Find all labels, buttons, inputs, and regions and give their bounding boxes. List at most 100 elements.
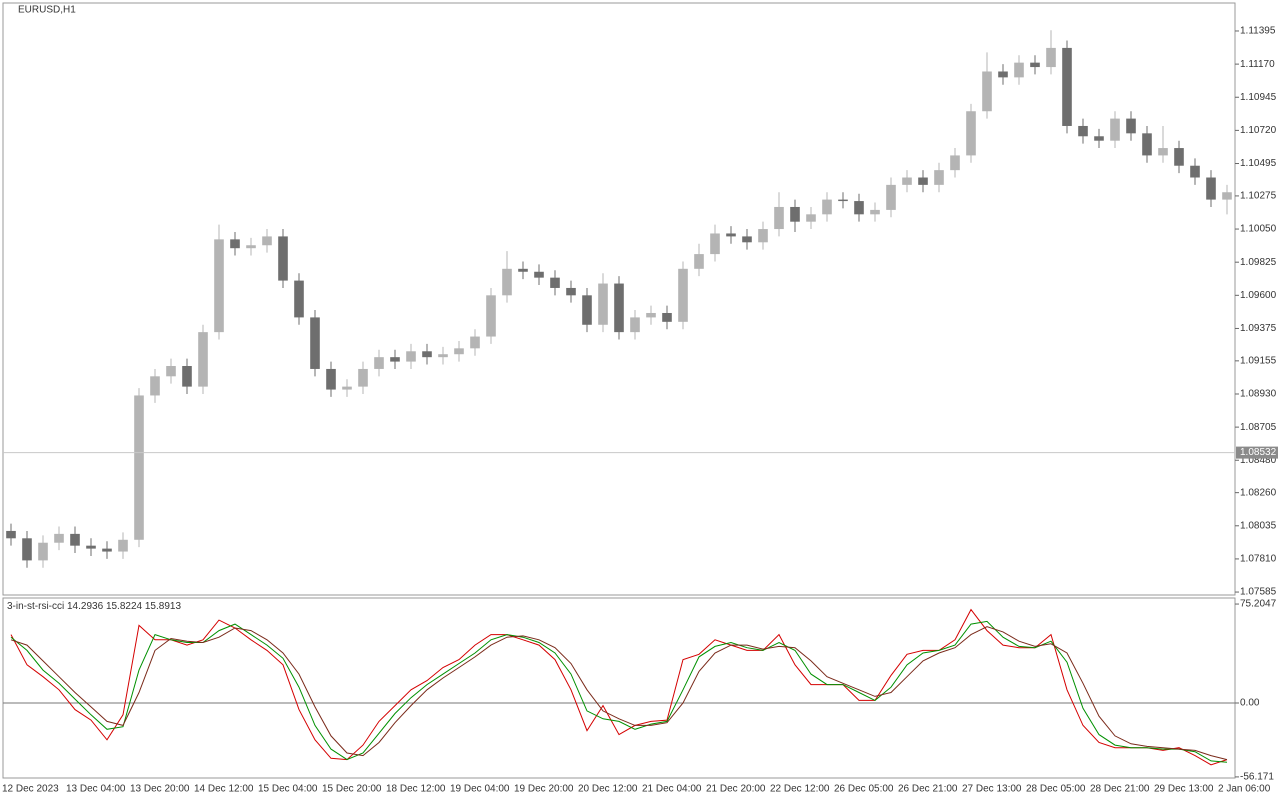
indicator-line (10, 608, 1228, 766)
x-tick-label: 29 Dec 13:00 (1154, 784, 1214, 795)
candle-body (390, 357, 400, 362)
y-tick-label: 1.10050 (1240, 224, 1277, 235)
candle-body (486, 295, 496, 337)
candle-body (790, 206, 800, 222)
y-tick-label: 1.11395 (1240, 26, 1276, 37)
x-tick-label: 26 Dec 05:00 (834, 784, 894, 795)
candle-body (582, 295, 592, 325)
x-tick-label: 26 Dec 21:00 (898, 784, 958, 795)
candle-body (694, 254, 704, 269)
x-tick-label: 28 Dec 05:00 (1026, 784, 1086, 795)
candle-body (70, 533, 80, 546)
candle-body (934, 170, 944, 185)
y-tick-label: 1.09375 (1240, 323, 1277, 334)
y-tick-label: 1.11170 (1240, 59, 1275, 70)
candle-body (246, 245, 256, 249)
y-tick-label: 75.2047 (1240, 599, 1277, 610)
candle-body (598, 283, 608, 325)
x-tick-label: 27 Dec 13:00 (962, 784, 1022, 795)
candle-body (326, 368, 336, 390)
candle-body (454, 348, 464, 355)
x-tick-label: 19 Dec 04:00 (450, 784, 510, 795)
candle-body (438, 354, 448, 358)
y-tick-label: 1.08480 (1240, 455, 1277, 466)
candle-body (1094, 136, 1104, 141)
indicator-value: 14.2936 (67, 601, 104, 612)
symbol-label: EURUSD,H1 (18, 5, 76, 16)
x-tick-label: 14 Dec 12:00 (194, 784, 254, 795)
y-tick-label: 1.08035 (1240, 520, 1277, 531)
y-tick-label: 1.08705 (1240, 422, 1277, 433)
y-tick-label: 1.07810 (1240, 554, 1277, 565)
y-tick-label: 1.07585 (1240, 587, 1277, 598)
candle-body (198, 332, 208, 387)
x-tick-label: 22 Dec 12:00 (770, 784, 830, 795)
y-tick-label: 1.10945 (1240, 92, 1277, 103)
candle-body (1126, 118, 1136, 134)
candle-body (1174, 148, 1184, 166)
candle-body (774, 206, 784, 230)
indicator-pane (2, 597, 1236, 779)
indicator-label: 3-in-st-rsi-cci 14.2936 15.8224 15.8913 (7, 601, 181, 612)
candle-body (54, 533, 64, 543)
candle-body (470, 336, 480, 349)
candle-body (806, 214, 816, 222)
candle-body (406, 351, 416, 362)
candle-body (886, 184, 896, 210)
candle-body (854, 201, 864, 215)
candle-body (918, 177, 928, 185)
y-tick-label: 1.09155 (1240, 355, 1277, 366)
candle-body (902, 177, 912, 185)
candle-body (422, 351, 432, 358)
candle-body (6, 530, 16, 539)
y-tick-label: -56.171 (1240, 772, 1274, 783)
candle-body (1110, 118, 1120, 141)
candle-body (566, 287, 576, 296)
x-tick-label: 19 Dec 20:00 (514, 784, 574, 795)
candle-body (678, 268, 688, 322)
y-tick-label: 1.09825 (1240, 257, 1277, 268)
x-tick-label: 12 Dec 2023 (2, 784, 59, 795)
indicator-line (10, 626, 1228, 761)
candle-body (230, 239, 240, 249)
y-tick-label: 1.08930 (1240, 389, 1277, 400)
candle-body (182, 366, 192, 387)
candle-body (982, 71, 992, 112)
x-tick-label: 2 Jan 06:00 (1218, 784, 1271, 795)
candle-body (550, 277, 560, 288)
candle-body (614, 283, 624, 333)
candle-body (1206, 177, 1216, 200)
candle-body (662, 312, 672, 322)
candle-body (1078, 125, 1088, 137)
candle-body (342, 386, 352, 390)
x-tick-label: 20 Dec 12:00 (578, 784, 638, 795)
candle-body (166, 366, 176, 377)
indicator-name: 3-in-st-rsi-cci (7, 601, 64, 612)
candle-body (870, 209, 880, 215)
candle-body (950, 155, 960, 171)
x-tick-label: 15 Dec 04:00 (258, 784, 318, 795)
candles (6, 30, 1232, 568)
candle-body (1190, 165, 1200, 178)
candle-body (86, 545, 96, 549)
candle-body (278, 236, 288, 281)
y-tick-label: 1.10720 (1240, 125, 1277, 136)
price-label: 1.08532 (1240, 447, 1277, 458)
candle-body (102, 548, 112, 552)
y-tick-label: 1.08260 (1240, 487, 1277, 498)
candle-body (262, 236, 272, 246)
x-tick-label: 13 Dec 04:00 (66, 784, 126, 795)
x-tick-label: 18 Dec 12:00 (386, 784, 446, 795)
candle-body (502, 268, 512, 296)
candle-body (150, 376, 160, 396)
y-tick-label: 1.10495 (1240, 158, 1277, 169)
x-tick-label: 21 Dec 20:00 (706, 784, 766, 795)
x-tick-label: 15 Dec 20:00 (322, 784, 382, 795)
indicator-value: 15.8224 (106, 601, 143, 612)
y-tick-label: 1.10275 (1240, 191, 1277, 202)
candle-body (358, 368, 368, 387)
indicator-value: 15.8913 (145, 601, 182, 612)
candle-body (310, 317, 320, 369)
candle-body (294, 280, 304, 318)
